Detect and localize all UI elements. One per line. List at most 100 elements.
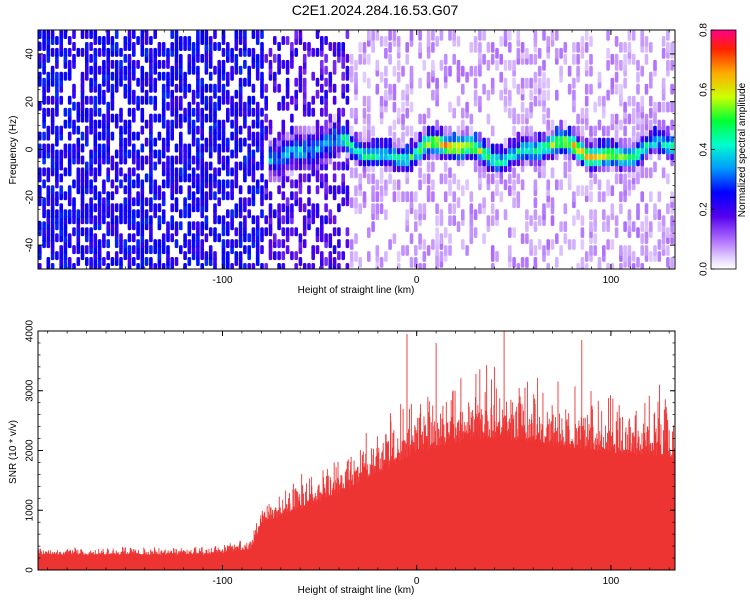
spectrogram-cell <box>448 215 452 226</box>
spectrogram-x-ticks: -100 0 100 <box>47 30 670 286</box>
spectrogram-cell <box>542 131 546 143</box>
spectrogram-cell <box>93 119 98 129</box>
spectrogram-cell <box>354 185 358 197</box>
spectrogram-cell <box>72 42 76 51</box>
spectrogram-cell <box>251 149 256 159</box>
spectrogram-cell <box>593 209 597 221</box>
spectrogram-cell <box>50 107 55 117</box>
spectrogram-cell <box>418 167 422 179</box>
spectrogram-cell <box>166 119 170 129</box>
spectrogram-cell <box>593 233 597 244</box>
spectrogram-cell <box>119 107 123 117</box>
spectrogram-cell <box>610 113 615 125</box>
spectrogram-cell <box>486 215 491 226</box>
spectrogram-cell <box>563 221 568 232</box>
spectrogram-cell <box>110 59 115 69</box>
spectrogram-cell <box>174 95 179 105</box>
spectrogram-cell <box>191 42 196 51</box>
spectrogram-cell <box>597 257 602 268</box>
spectrogram-cell <box>50 185 55 195</box>
spectrogram-cell <box>623 137 627 149</box>
spectrogram-cell <box>311 245 315 255</box>
spectrogram-cell <box>384 251 388 262</box>
spectrogram-cell <box>311 71 315 81</box>
spectrogram-cell <box>324 89 328 99</box>
spectrogram-cell <box>670 191 674 203</box>
spectrogram-cell <box>563 203 568 215</box>
spectrogram-cell <box>388 53 392 65</box>
spectrogram-cell <box>597 71 602 83</box>
spectrogram-cell <box>388 125 392 137</box>
spectrogram-cell <box>200 30 204 39</box>
spectrogram-cell <box>375 203 380 215</box>
spectrogram-cell <box>217 119 221 129</box>
spectrogram-cell <box>204 251 209 261</box>
spectrogram-cell <box>127 107 132 117</box>
spectrogram-cell <box>106 263 110 269</box>
spectrogram-cell <box>649 119 653 131</box>
spectrogram-cell <box>273 209 277 219</box>
spectrogram-cell <box>469 125 474 137</box>
spectrogram-cell <box>384 179 388 191</box>
spectrogram-cell <box>606 47 610 59</box>
spectrogram-y-label: Frequency (Hz) <box>8 116 19 185</box>
spectrogram-cell <box>243 197 247 207</box>
spectrogram-cell <box>405 83 409 95</box>
spectrogram-cell <box>559 65 563 77</box>
spectrogram-cell <box>508 59 512 71</box>
spectrogram-cell <box>102 233 106 243</box>
spectrogram-cell <box>349 197 354 209</box>
spectrogram-cell <box>55 125 59 135</box>
spectrogram-cell <box>55 251 59 261</box>
spectrogram-cell <box>670 83 674 95</box>
spectrogram-cell <box>456 95 461 107</box>
spectrogram-cell <box>623 77 627 89</box>
snr-x-label: Height of straight line (km) <box>298 585 415 596</box>
colorbar-tick-label: 0.6 <box>699 82 710 96</box>
spectrogram-cell <box>89 107 93 117</box>
spectrogram-cell <box>93 167 98 177</box>
spectrogram-cell <box>213 191 217 201</box>
spectrogram-cell <box>422 59 427 71</box>
spectrogram-cell <box>221 239 226 249</box>
spectrogram-cell <box>602 221 606 232</box>
spectrogram-cell <box>529 53 533 65</box>
spectrogram-cell <box>302 173 307 183</box>
snr-panel: -100 0 100 0 1000 2000 3000 4000 Height of str… <box>8 319 676 596</box>
spectrogram-cell <box>435 36 439 47</box>
spectrogram-cell <box>302 203 307 213</box>
spectrogram-cell <box>405 107 409 119</box>
spectrogram-cell <box>89 257 93 266</box>
spectrogram-cell <box>431 30 435 41</box>
spectrogram-cell <box>97 36 102 45</box>
spectrogram-cell <box>456 179 461 191</box>
spectrogram-cell <box>499 71 503 83</box>
spectrogram-cell <box>384 89 388 101</box>
spectrogram-cell <box>285 227 290 237</box>
spectrogram-cell <box>268 191 273 201</box>
spectrogram-cell <box>55 191 59 201</box>
spectrogram-cell <box>644 36 649 47</box>
spectrogram-cell <box>144 209 149 219</box>
spectrogram-cell <box>311 107 315 117</box>
spectrogram-cell <box>102 36 106 45</box>
spectrogram-cell <box>597 95 602 107</box>
spectrogram-cell <box>328 42 333 51</box>
spectrogram-cell <box>315 185 320 195</box>
spectrogram-cell <box>666 59 670 71</box>
spectrogram-cell <box>307 263 311 269</box>
spectrogram-cell <box>396 179 401 191</box>
spectrogram-cell <box>520 77 525 89</box>
spectrogram-cell <box>320 83 324 93</box>
spectrogram-cell <box>666 42 670 53</box>
x-tick-label: -100 <box>212 576 232 587</box>
spectrogram-cell <box>448 167 452 179</box>
spectrogram-cell <box>204 137 209 147</box>
spectrogram-cell <box>345 119 350 129</box>
spectrogram-cell <box>170 203 174 213</box>
spectrogram-cell <box>311 47 315 57</box>
spectrogram-cell <box>38 185 42 195</box>
spectrogram-cell <box>627 42 632 53</box>
spectrogram-cell <box>525 209 529 221</box>
spectrogram-cell <box>610 137 615 149</box>
